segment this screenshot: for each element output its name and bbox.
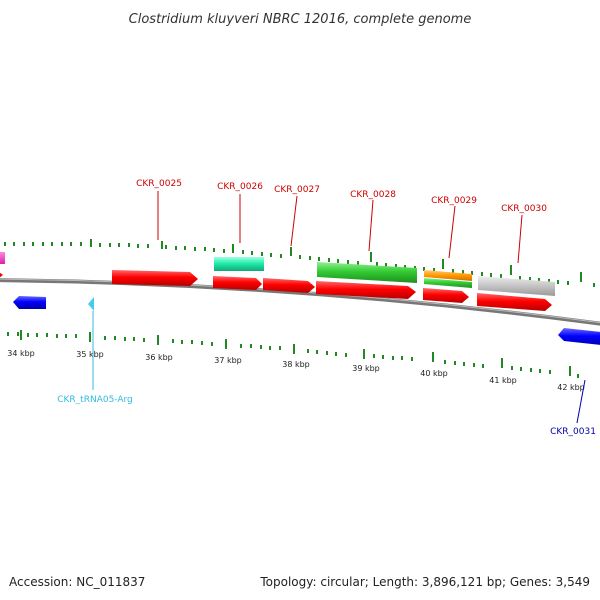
scale-label-38: 38 kbp [282, 360, 310, 369]
outer-tick-ring [4, 239, 595, 287]
inner-tick-ring [7, 330, 579, 378]
scale-label-39: 39 kbp [352, 364, 380, 373]
feature-block-pink[interactable] [0, 252, 5, 264]
feature-block-green-ckr-0029[interactable] [424, 278, 472, 288]
scale-label-34: 34 kbp [7, 349, 35, 358]
trna-arrow-ckr-trna05-arg[interactable] [88, 297, 94, 311]
gene-arrow-ckr-0030[interactable] [477, 293, 552, 311]
gene-arrow-reverse-left[interactable] [13, 296, 46, 309]
gene-arrow-ckr-0025[interactable] [112, 270, 198, 286]
gene-label-ckr-0029[interactable]: CKR_0029 [431, 196, 477, 206]
gene-label-ckr-0031[interactable]: CKR_0031 [550, 427, 596, 437]
feature-blocks [0, 252, 555, 296]
scale-label-42: 42 kbp [557, 383, 585, 392]
gene-label-ckr-0028[interactable]: CKR_0028 [350, 190, 396, 200]
scale-label-40: 40 kbp [420, 369, 448, 378]
genome-backbone [0, 278, 600, 326]
gene-arrow-ckr-0028[interactable] [316, 281, 416, 299]
feature-block-orange[interactable] [424, 270, 472, 281]
scale-label-41: 41 kbp [489, 376, 517, 385]
feature-block-gray[interactable] [478, 276, 555, 296]
genome-summary-text: Topology: circular; Length: 3,896,121 bp… [259, 575, 590, 589]
feature-block-green-ckr-0028[interactable] [317, 262, 417, 283]
accession-text: Accession: NC_011837 [9, 575, 145, 589]
gene-label-ckr-0030[interactable]: CKR_0030 [501, 204, 547, 214]
gene-arrow-ckr-0027[interactable] [263, 278, 315, 293]
gene-label-ckr-0025[interactable]: CKR_0025 [136, 179, 182, 189]
gene-arrow-ckr-0029[interactable] [423, 288, 469, 303]
gene-label-ckr-0027[interactable]: CKR_0027 [274, 185, 320, 195]
gene-label-ckr-0026[interactable]: CKR_0026 [217, 182, 263, 192]
gene-callouts: CKR_0025 CKR_0026 CKR_0027 CKR_0028 CKR_… [57, 179, 596, 437]
gene-arrow-ckr-0031[interactable] [558, 328, 600, 346]
reverse-strand-genes [13, 296, 600, 346]
forward-strand-genes [0, 269, 552, 311]
scale-label-36: 36 kbp [145, 353, 173, 362]
scale-labels: 34 kbp 35 kbp 36 kbp 37 kbp 38 kbp 39 kb… [7, 349, 585, 392]
feature-block-teal[interactable] [214, 257, 264, 271]
gene-arrow-ckr-0026[interactable] [213, 276, 262, 290]
scale-label-35: 35 kbp [76, 350, 104, 359]
scale-label-37: 37 kbp [214, 356, 242, 365]
gene-label-ckr-trna05-arg[interactable]: CKR_tRNA05-Arg [57, 395, 133, 405]
genome-title: Clostridium kluyveri NBRC 12016, complet… [129, 12, 472, 27]
gene-arrow-edge-left[interactable] [0, 269, 3, 281]
